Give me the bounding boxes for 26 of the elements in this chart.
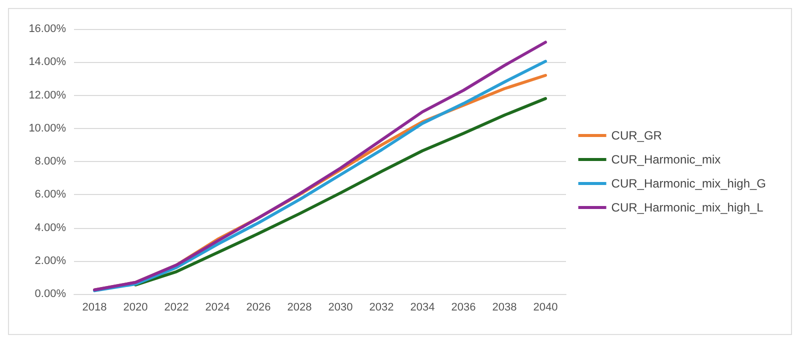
x-tick-label: 2022: [164, 302, 189, 314]
y-tick-label: 14.00%: [28, 56, 66, 68]
x-tick-label: 2020: [123, 302, 148, 314]
y-tick-label: 2.00%: [34, 254, 66, 267]
x-tick-label: 2026: [246, 302, 271, 314]
x-tick-label: 2018: [82, 302, 107, 314]
y-tick-label: 8.00%: [34, 156, 66, 168]
legend-label: CUR_Harmonic_mix_high_G: [611, 176, 766, 190]
y-tick-label: 16.00%: [28, 23, 66, 35]
x-tick-label: 2030: [328, 302, 353, 314]
x-tick-label: 2036: [451, 302, 476, 314]
x-tick-label: 2038: [492, 302, 517, 314]
y-tick-label: 6.00%: [34, 188, 66, 201]
y-tick-label: 12.00%: [28, 89, 66, 102]
legend-label: CUR_Harmonic_mix: [611, 152, 721, 166]
legend-label: CUR_Harmonic_mix_high_L: [611, 200, 764, 214]
x-tick-label: 2040: [533, 302, 558, 314]
y-tick-label: 4.00%: [34, 222, 66, 234]
x-tick-label: 2024: [205, 302, 230, 314]
legend-label: CUR_GR: [611, 128, 662, 142]
x-tick-label: 2034: [410, 302, 435, 314]
y-tick-label: 10.00%: [28, 122, 66, 134]
y-tick-label: 0.00%: [34, 288, 66, 300]
x-tick-label: 2032: [369, 302, 394, 314]
line-series: [134, 97, 547, 286]
x-tick-label: 2028: [287, 302, 312, 314]
